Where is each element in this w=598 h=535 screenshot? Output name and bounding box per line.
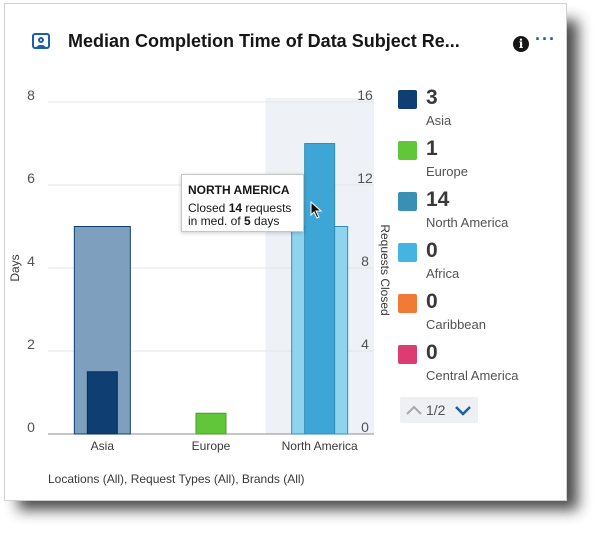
legend: 3 Asia 1 Europe 14 North America 0 Africa 0 Carib… (398, 86, 548, 394)
legend-item[interactable]: 0 Central America (398, 341, 548, 394)
legend-swatch (398, 345, 417, 364)
legend-swatch (398, 243, 417, 262)
bar-requests-north-america[interactable] (304, 143, 336, 435)
chevron-up-icon[interactable] (405, 400, 423, 420)
y2-tick-label: 16 (357, 87, 373, 103)
y2-axis-ticks: 0 4 8 12 16 (357, 87, 373, 435)
legend-item[interactable]: 0 Caribbean (398, 290, 548, 343)
legend-pager: 1/2 (400, 397, 478, 423)
legend-value: 0 (426, 290, 438, 313)
legend-swatch (398, 90, 417, 109)
legend-value: 0 (426, 239, 438, 262)
tooltip-title: NORTH AMERICA (188, 183, 290, 197)
legend-item[interactable]: 3 Asia (398, 86, 548, 139)
legend-value: 0 (426, 341, 438, 364)
y2-tick-label: 0 (361, 419, 369, 435)
y-tick-label: 8 (27, 87, 35, 103)
bars (73, 143, 349, 435)
legend-label: Europe (426, 164, 468, 179)
legend-swatch (398, 141, 417, 160)
y2-tick-label: 8 (361, 253, 369, 269)
legend-swatch (398, 192, 417, 211)
legend-label: North America (426, 215, 509, 230)
widget-header: Median Completion Time of Data Subject R… (5, 4, 566, 60)
x-tick-label: North America (282, 439, 358, 453)
y-tick-label: 4 (27, 253, 35, 269)
legend-value: 3 (426, 86, 438, 109)
legend-label: Asia (426, 113, 452, 128)
legend-item[interactable]: 1 Europe (398, 137, 548, 190)
tooltip-line-requests: Closed 14 requests (188, 201, 292, 215)
info-icon[interactable]: i (513, 36, 529, 52)
legend-item[interactable]: 0 Africa (398, 239, 548, 292)
legend-label: Africa (426, 266, 460, 281)
legend-item[interactable]: 14 North America (398, 188, 548, 241)
tooltip: NORTH AMERICA Closed 14 requests in med.… (181, 174, 304, 232)
chevron-down-icon[interactable] (454, 400, 472, 420)
mouse-cursor-icon (310, 201, 323, 219)
y2-tick-label: 4 (361, 336, 369, 352)
y-axis-ticks: 0 2 4 6 8 (27, 87, 35, 435)
y-tick-label: 0 (27, 419, 35, 435)
legend-swatch (398, 294, 417, 313)
tooltip-line-days: in med. of 5 days (188, 214, 280, 228)
legend-value: 14 (426, 188, 450, 211)
y2-axis-label: Requests Closed (378, 224, 392, 315)
y-tick-label: 2 (27, 336, 35, 352)
y-axis-label: Days (8, 254, 22, 281)
legend-label: Central America (426, 368, 519, 383)
x-tick-label: Europe (192, 439, 231, 453)
legend-value: 1 (426, 137, 438, 160)
x-tick-label: Asia (91, 439, 115, 453)
legend-label: Caribbean (426, 317, 486, 332)
bar-requests-europe[interactable] (195, 412, 227, 435)
presentation-user-icon (32, 33, 50, 49)
filter-summary: Locations (All), Request Types (All), Br… (48, 472, 305, 486)
x-axis-ticks: Asia Europe North America (91, 439, 358, 453)
pager-text: 1/2 (426, 402, 446, 418)
y2-tick-label: 12 (357, 170, 373, 186)
y-tick-label: 6 (27, 170, 35, 186)
bar-requests-asia[interactable] (86, 371, 118, 435)
overflow-menu-icon[interactable]: ··· (535, 29, 556, 49)
